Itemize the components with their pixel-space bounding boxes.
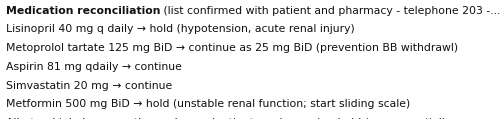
Text: Metformin 500 mg BiD → hold (unstable renal function; start sliding scale): Metformin 500 mg BiD → hold (unstable re… bbox=[6, 99, 410, 109]
Text: (list confirmed with patient and pharmacy - telephone 203 -... -....): (list confirmed with patient and pharmac… bbox=[160, 6, 500, 16]
Text: Lisinopril 40 mg q daily → hold (hypotension, acute renal injury): Lisinopril 40 mg q daily → hold (hypoten… bbox=[6, 24, 354, 34]
Text: Metoprolol tartate 125 mg BiD → continue as 25 mg BiD (prevention BB withdrawl): Metoprolol tartate 125 mg BiD → continue… bbox=[6, 43, 458, 53]
Text: Medication reconciliation: Medication reconciliation bbox=[6, 6, 160, 16]
Text: Albuterol inhaler prn asthma wheeze (patient rarely uses) → hold (non-essential): Albuterol inhaler prn asthma wheeze (pat… bbox=[6, 118, 446, 119]
Text: Simvastatin 20 mg → continue: Simvastatin 20 mg → continue bbox=[6, 81, 172, 91]
Text: Aspirin 81 mg qdaily → continue: Aspirin 81 mg qdaily → continue bbox=[6, 62, 182, 72]
